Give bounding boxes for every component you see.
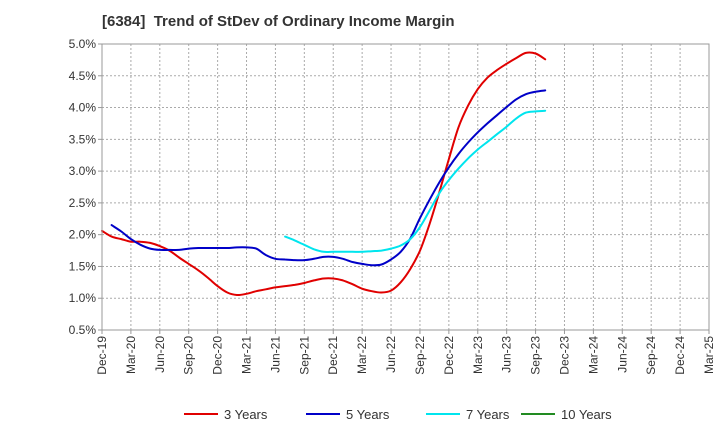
x-tick-label: Sep-22 [413,336,427,375]
legend-label-5-years: 5 Years [346,407,390,422]
x-tick-label: Mar-22 [355,336,369,374]
y-tick-label: 0.5% [69,323,97,337]
x-tick-label: Sep-20 [182,336,196,375]
series-line-7-years [284,109,547,254]
x-tick-label: Sep-23 [529,336,543,375]
plot-border [101,43,710,331]
x-tick-label: Jun-22 [384,336,398,373]
legend-label-7-years: 7 Years [466,407,510,422]
legend: 3 Years 5 Years 7 Years 10 Years [184,407,612,422]
plot-area [102,44,709,330]
legend-label-10-years: 10 Years [561,407,612,422]
x-tick-label: Sep-21 [297,336,311,375]
x-tick-label: Dec-24 [673,336,687,375]
chart-title: [6384] Trend of StDev of Ordinary Income… [102,13,455,30]
x-tick-label: Mar-20 [124,336,138,374]
y-tick-label: 3.0% [69,164,97,178]
y-tick-label: 1.5% [69,259,97,273]
x-tick-label: Mar-25 [702,336,716,374]
x-tick-label: Sep-24 [644,336,658,375]
y-tick-label: 3.5% [69,132,97,146]
series-line-5-years [110,89,547,267]
x-tick-label: Jun-23 [500,336,514,373]
x-tick-label: Dec-21 [326,336,340,375]
x-tick-label: Dec-19 [95,336,109,375]
x-tick-label: Dec-20 [211,336,225,375]
x-tick-label: Jun-24 [615,336,629,373]
grid [102,44,709,330]
series-line-3-years [101,51,547,297]
y-tick-label: 2.0% [69,228,97,242]
y-tick-label: 5.0% [69,37,97,51]
y-axis-ticks: 0.5% 1.0% 1.5% 2.0% 2.5% 3.0% 3.5% 4.0% 4.5% 5.0% [69,37,102,337]
x-tick-label: Mar-23 [471,336,485,374]
y-tick-label: 2.5% [69,196,97,210]
legend-label-3-years: 3 Years [224,407,268,422]
y-tick-label: 1.0% [69,291,97,305]
x-axis-ticks: Dec-19 Mar-20 Jun-20 Sep-20 Dec-20 Mar-21 Jun-… [95,330,716,375]
x-tick-label: Jun-20 [153,336,167,373]
x-tick-label: Dec-23 [557,336,571,375]
y-tick-label: 4.0% [69,101,97,115]
series-lines [101,51,547,297]
x-tick-label: Mar-21 [240,336,254,374]
x-tick-label: Mar-24 [586,336,600,374]
x-tick-label: Jun-21 [268,336,282,373]
y-tick-label: 4.5% [69,69,97,83]
x-tick-label: Dec-22 [442,336,456,375]
